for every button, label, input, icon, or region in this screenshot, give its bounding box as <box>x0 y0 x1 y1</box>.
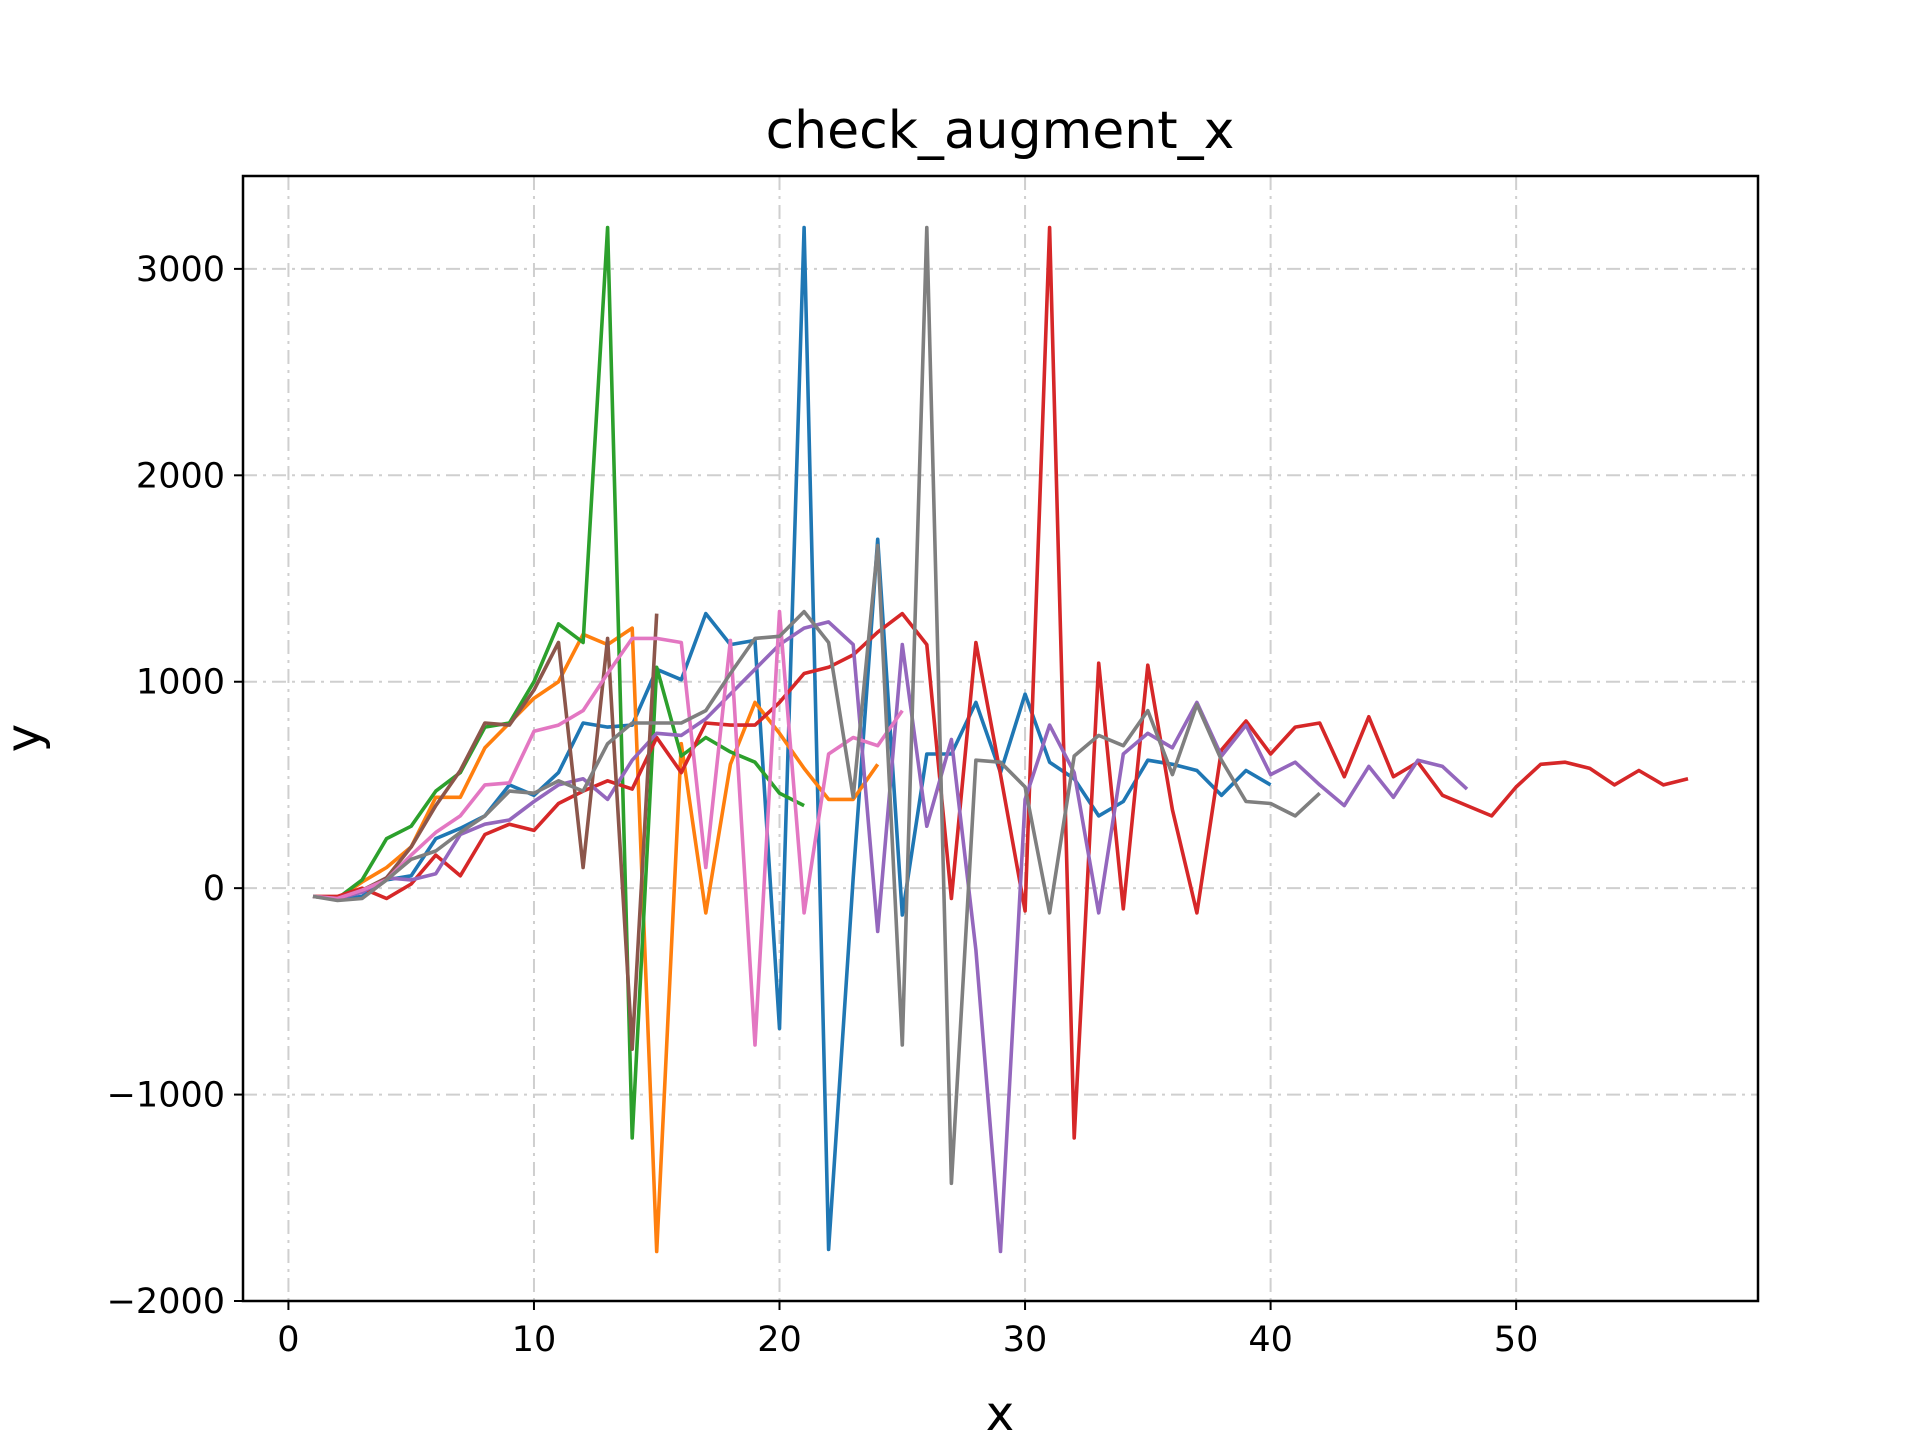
series-lines <box>312 225 1689 1254</box>
series-line-7 <box>312 609 904 1047</box>
axis-ticks: 0 10 20 30 40 50 −2000 −1000 0 1000 2000 3000 <box>107 250 1539 1360</box>
grid <box>243 176 1758 1302</box>
x-tick-label: 20 <box>757 1320 802 1360</box>
y-tick-label: 0 <box>203 869 225 909</box>
series-line-8 <box>312 225 1321 1186</box>
series-line-3 <box>312 225 805 1140</box>
y-tick-label: 2000 <box>136 456 225 496</box>
plot-frame <box>241 174 1760 1303</box>
x-tick-label: 30 <box>1003 1320 1048 1360</box>
x-tick-label: 10 <box>512 1320 557 1360</box>
y-tick-label: −1000 <box>107 1076 225 1116</box>
chart-title: check_augment_x <box>766 101 1235 161</box>
x-tick-label: 50 <box>1494 1320 1539 1360</box>
series-line-4 <box>313 225 1689 1140</box>
y-tick-label: 1000 <box>136 663 225 703</box>
x-axis-label: x <box>986 1386 1014 1440</box>
y-tick-label: 3000 <box>136 250 225 290</box>
x-tick-label: 0 <box>277 1320 299 1360</box>
y-axis-label: y <box>0 724 52 752</box>
y-tick-label: −2000 <box>107 1282 225 1322</box>
x-tick-label: 40 <box>1248 1320 1293 1360</box>
